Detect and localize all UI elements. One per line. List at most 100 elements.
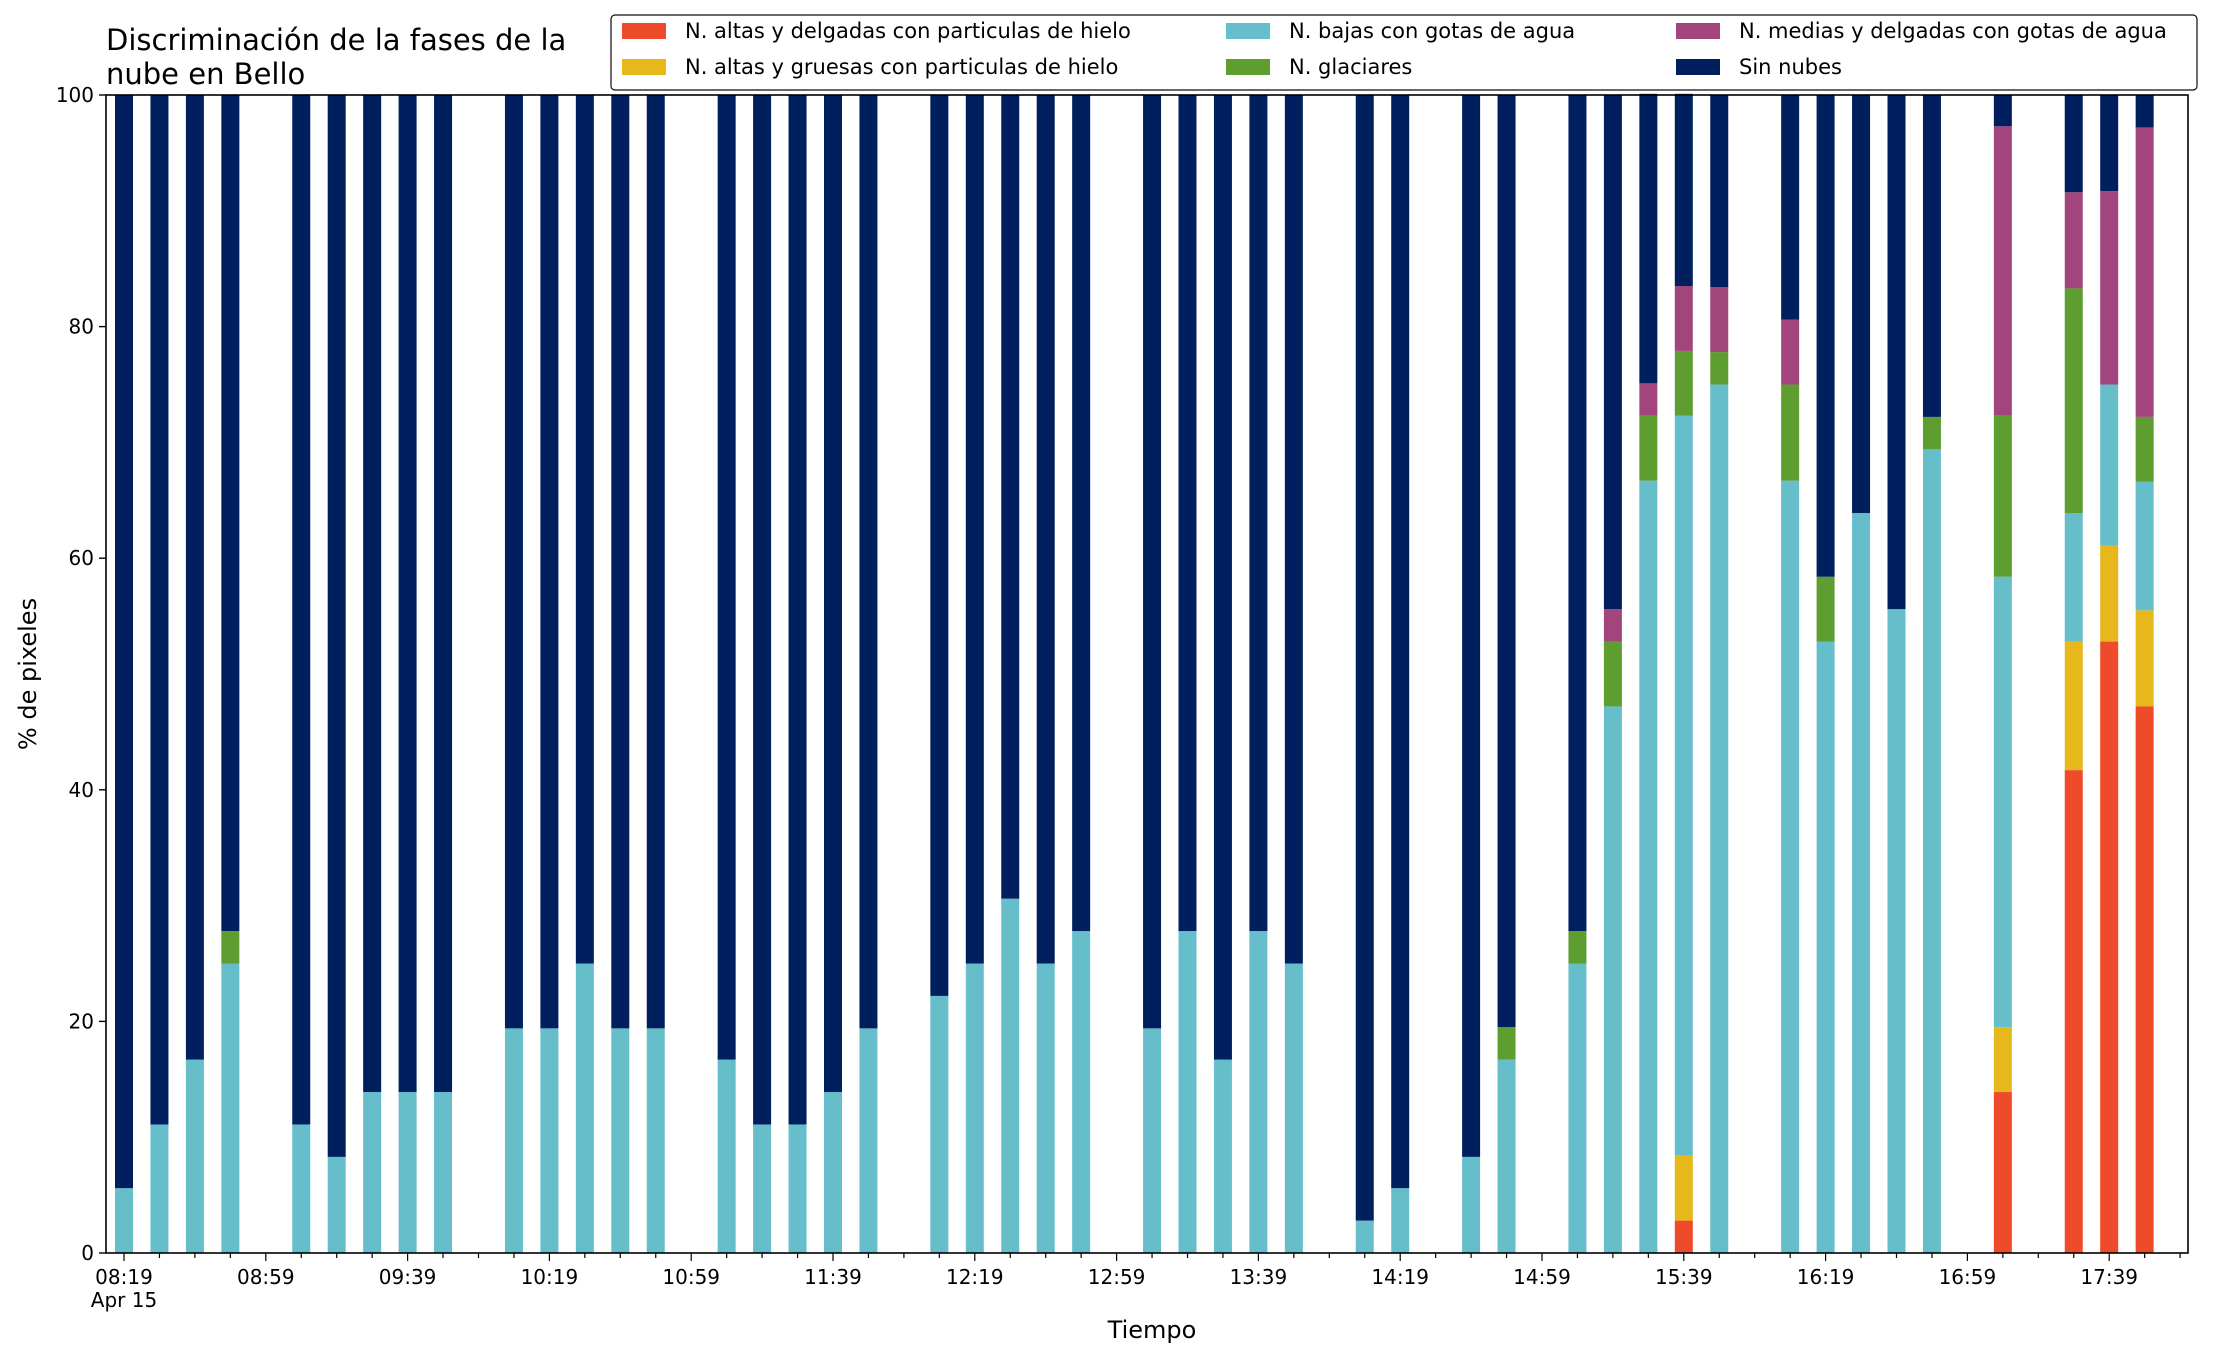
- bar-segment-3: [2135, 416, 2154, 482]
- legend-swatch-4: [1676, 23, 1720, 39]
- bar-segment-5: [717, 95, 736, 1060]
- bar-segment-2: [717, 1059, 736, 1253]
- bar-segment-4: [1674, 286, 1693, 351]
- y-tick-label: 0: [81, 1241, 94, 1265]
- bar-segment-5: [1781, 95, 1800, 320]
- bar-segment-3: [1568, 931, 1587, 964]
- bar-segment-3: [221, 931, 240, 964]
- bar-segment-2: [150, 1124, 169, 1253]
- bar-segment-5: [434, 95, 453, 1093]
- bar-segment-2: [1993, 576, 2012, 1028]
- bar-segment-5: [2135, 95, 2154, 128]
- bar-segment-5: [1178, 95, 1197, 932]
- bar-segment-3: [2064, 288, 2083, 514]
- bar-segment-2: [1781, 480, 1800, 1253]
- bar-segment-4: [1993, 126, 2012, 416]
- bar-segment-5: [1852, 95, 1871, 514]
- legend-swatch-1: [622, 59, 666, 75]
- bar-segment-5: [824, 95, 842, 1093]
- legend-swatch-0: [622, 23, 666, 39]
- bar-segment-2: [1178, 931, 1197, 1253]
- bar-segment-5: [1355, 95, 1374, 1221]
- bar-segment-5: [1462, 95, 1481, 1157]
- bar-segment-0: [1993, 1092, 2012, 1253]
- x-tick-label: 10:19: [521, 1265, 579, 1289]
- bar-segment-0: [2135, 706, 2154, 1253]
- bar-segment-5: [1249, 95, 1268, 932]
- x-tick-label: 14:59: [1513, 1265, 1571, 1289]
- bar-segment-3: [1639, 415, 1658, 481]
- bar-segment-2: [1710, 384, 1729, 1253]
- bar-segment-5: [115, 95, 133, 1189]
- bar-segment-2: [2100, 384, 2119, 546]
- bar-segment-5: [930, 95, 949, 996]
- bar-segment-5: [363, 95, 382, 1093]
- bar-segment-5: [859, 95, 878, 1029]
- bar-segment-4: [2100, 191, 2119, 385]
- bar-segment-2: [363, 1092, 382, 1253]
- bar-segment-1: [2135, 610, 2154, 707]
- bar-segment-5: [1710, 95, 1729, 288]
- chart-title-line-2: nube en Bello: [106, 57, 305, 91]
- bar-segment-1: [2100, 545, 2119, 642]
- bar-segment-5: [398, 95, 417, 1093]
- bar-segment-2: [1674, 415, 1693, 1156]
- x-tick-label: 09:39: [379, 1265, 437, 1289]
- legend-label-2: N. bajas con gotas de agua: [1289, 19, 1575, 43]
- x-tick-label: 12:59: [1088, 1265, 1146, 1289]
- bar-segment-2: [575, 963, 594, 1253]
- bar-segment-5: [327, 95, 346, 1157]
- bar-segment-3: [1710, 352, 1729, 385]
- bar-segment-2: [1355, 1220, 1374, 1253]
- bar-segment-3: [1781, 384, 1800, 481]
- bar-segment-2: [611, 1028, 630, 1253]
- bar-segment-2: [2135, 481, 2154, 611]
- legend-label-5: Sin nubes: [1739, 55, 1842, 79]
- chart-title: Discriminación de la fases de la nube en…: [106, 23, 566, 91]
- bar-segment-2: [1001, 898, 1020, 1253]
- bar-segment-2: [1249, 931, 1268, 1253]
- bar-segment-2: [185, 1059, 204, 1253]
- x-axis-label: Tiempo: [1107, 1316, 1197, 1344]
- y-axis: 0 20 40 60 80 100: [56, 83, 106, 1265]
- bar-segment-4: [2064, 192, 2083, 289]
- bar-segment-5: [1639, 93, 1658, 384]
- bar-segment-5: [1497, 95, 1516, 1028]
- plot-frame: [105, 94, 2189, 1254]
- bar-segment-5: [1887, 95, 1906, 610]
- bar-segment-5: [150, 95, 169, 1125]
- bar-segment-2: [1922, 449, 1941, 1254]
- bar-segment-4: [1603, 609, 1622, 642]
- bar-segment-2: [965, 963, 984, 1253]
- bar-segment-2: [1284, 963, 1303, 1253]
- bar-segment-3: [1497, 1027, 1516, 1060]
- bar-segment-5: [753, 95, 772, 1125]
- bar-segment-2: [1391, 1188, 1410, 1253]
- bar-segment-1: [1674, 1155, 1693, 1221]
- bar-segment-2: [788, 1124, 807, 1253]
- bar-segment-3: [1816, 576, 1835, 642]
- x-tick-label: 15:39: [1655, 1265, 1713, 1289]
- bar-segment-5: [1036, 95, 1055, 964]
- x-tick-label: 08:59: [237, 1265, 295, 1289]
- bar-segment-2: [115, 1188, 133, 1253]
- bar-segment-5: [2064, 95, 2083, 193]
- x-tick-label: 11:39: [804, 1265, 862, 1289]
- bar-segment-2: [292, 1124, 311, 1253]
- bar-segment-2: [753, 1124, 772, 1253]
- bar-segment-2: [1887, 609, 1906, 1253]
- bar-segment-2: [1568, 963, 1587, 1253]
- x-tick-label: 12:19: [946, 1265, 1004, 1289]
- bar-segment-5: [221, 95, 240, 932]
- y-axis-label: % de pixeles: [14, 598, 42, 750]
- bar-segment-5: [575, 95, 594, 964]
- bars-layer: [115, 93, 2154, 1254]
- bar-segment-5: [1391, 95, 1410, 1189]
- bar-segment-5: [1143, 95, 1162, 1029]
- bar-segment-3: [1993, 415, 2012, 577]
- legend-swatch-3: [1226, 59, 1270, 75]
- bar-segment-0: [2064, 770, 2083, 1253]
- bar-segment-5: [965, 95, 984, 964]
